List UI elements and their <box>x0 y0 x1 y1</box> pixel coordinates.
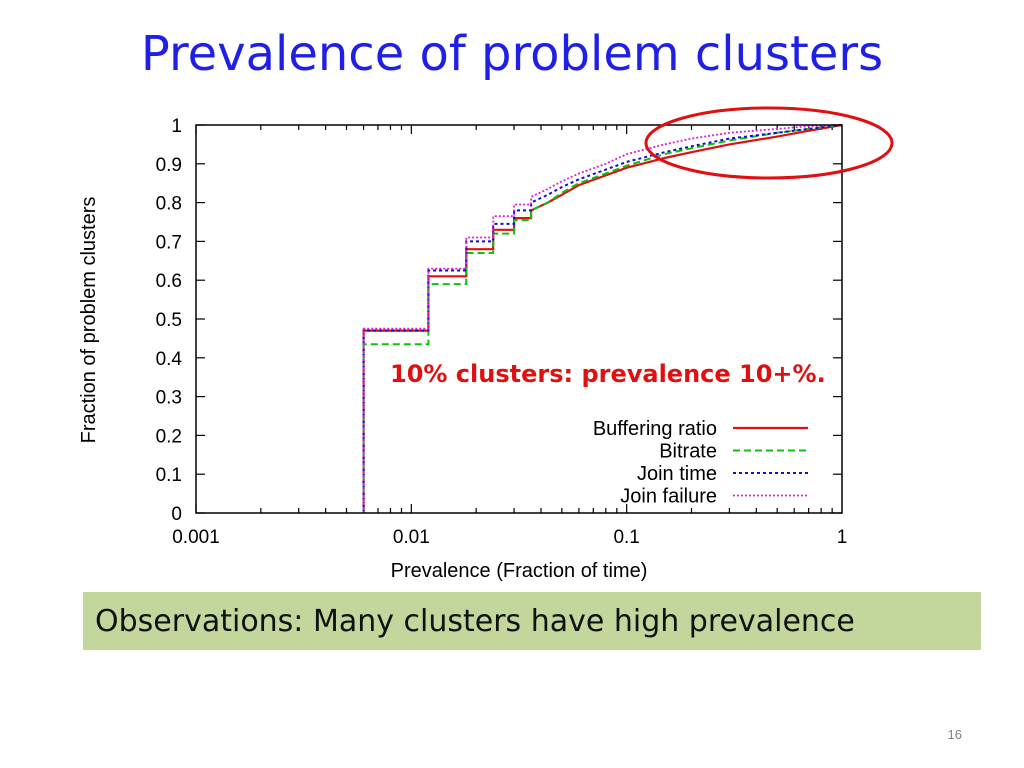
y-tick-label: 0.1 <box>156 465 182 486</box>
x-tick-label: 1 <box>837 527 848 548</box>
x-tick-labels: 0.001 0.01 0.1 1 <box>172 527 847 548</box>
plot-frame <box>195 124 843 514</box>
legend-label: Join failure <box>620 486 717 508</box>
series-line-bitrate <box>362 124 843 513</box>
highlight-ellipse <box>644 106 894 180</box>
series-line-join-failure <box>362 124 843 513</box>
y-tick-label: 0.5 <box>156 310 182 331</box>
y-tick-label: 0.4 <box>156 349 183 370</box>
x-tick-label: 0.001 <box>172 527 220 548</box>
axis-ticks <box>195 124 842 514</box>
y-tick-label: 0.8 <box>156 194 182 215</box>
series-line-buffering-ratio <box>362 123 843 513</box>
series-lines <box>362 123 843 513</box>
observation-box: Observations: Many clusters have high pr… <box>83 592 981 650</box>
y-tick-label: 1 <box>171 116 182 137</box>
page-number: 16 <box>947 727 962 742</box>
legend-label: Bitrate <box>659 441 717 463</box>
x-tick-label: 0.01 <box>393 527 430 548</box>
legend-label: Buffering ratio <box>593 418 717 440</box>
y-tick-label: 0.3 <box>156 388 182 409</box>
series-line-join-time <box>362 124 843 513</box>
y-tick-label: 0.2 <box>156 426 182 447</box>
y-tick-label: 0 <box>171 504 182 525</box>
slide-title: Prevalence of problem clusters <box>140 26 884 82</box>
cdf-chart: 0.001 0.01 0.1 1 00.10.20.30.40.50.60.70.80… <box>78 106 894 582</box>
observation-text: Observations: Many clusters have high pr… <box>95 603 855 639</box>
y-tick-labels: 0 0.1 0.2 0.3 0.4 0.5 0.6 0.7 0.8 0.9 1 <box>156 116 183 525</box>
annotation-text: 10% clusters: prevalence 10+%. <box>390 360 826 388</box>
legend-label: Join time <box>637 463 717 485</box>
y-tick-label: 0.9 <box>156 155 182 176</box>
x-axis-label: Prevalence (Fraction of time) <box>391 560 648 582</box>
y-tick-label: 0.6 <box>156 271 182 292</box>
y-tick-label: 0.7 <box>156 232 182 253</box>
y-axis-label: Fraction of problem clusters <box>78 197 100 444</box>
x-tick-label: 0.1 <box>613 527 639 548</box>
